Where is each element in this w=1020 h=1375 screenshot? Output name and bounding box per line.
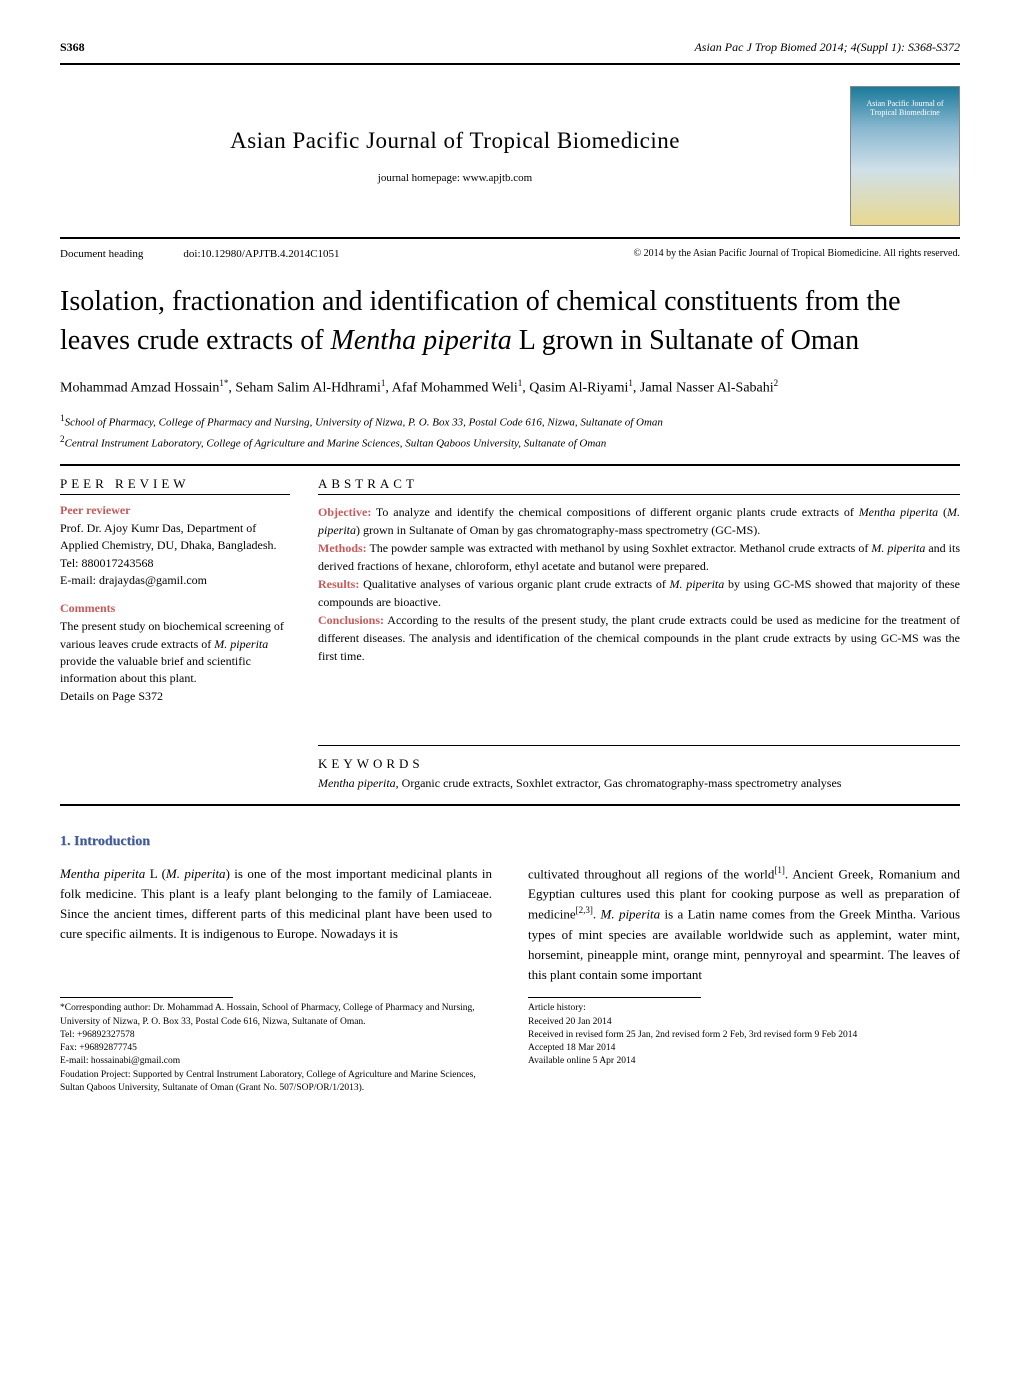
history-received: Received 20 Jan 2014	[528, 1016, 960, 1029]
methods-label: Methods:	[318, 541, 367, 555]
body-col-left: Mentha piperita L (M. piperita) is one o…	[60, 864, 492, 986]
footnote-email: E-mail: hossainabi@gmail.com	[60, 1055, 492, 1068]
journal-title: Asian Pacific Journal of Tropical Biomed…	[60, 128, 850, 154]
keywords-head: KEYWORDS	[318, 754, 960, 772]
running-header: S368 Asian Pac J Trop Biomed 2014; 4(Sup…	[60, 40, 960, 55]
rule	[60, 237, 960, 239]
peer-details: Details on Page S372	[60, 688, 290, 705]
abstract-body: Objective: To analyze and identify the c…	[318, 503, 960, 665]
peer-tel: Tel: 880017243568	[60, 555, 290, 572]
journal-cover-label: Asian Pacific Journal of Tropical Biomed…	[851, 87, 959, 129]
body-text: Mentha piperita L (M. piperita) is one o…	[60, 864, 960, 986]
running-head: Asian Pac J Trop Biomed 2014; 4(Suppl 1)…	[694, 40, 960, 55]
rule	[60, 494, 290, 495]
peer-email: E-mail: drajaydas@gamil.com	[60, 572, 290, 589]
doc-heading-label: Document heading	[60, 248, 143, 260]
rule	[318, 494, 960, 495]
footnote-right: Article history: Received 20 Jan 2014 Re…	[528, 997, 960, 1095]
rule	[528, 997, 701, 998]
rule	[60, 63, 960, 65]
keywords-body: Mentha piperita, Organic crude extracts,…	[318, 774, 960, 792]
peer-review-column: PEER REVIEW Peer reviewer Prof. Dr. Ajoy…	[60, 470, 290, 792]
abstract-head: ABSTRACT	[318, 470, 960, 492]
authors: Mohammad Amzad Hossain1*, Seham Salim Al…	[60, 378, 960, 397]
doi: doi:10.12980/APJTB.4.2014C1051	[183, 248, 339, 260]
article-history-label: Article history:	[528, 1002, 960, 1015]
footnote-fax: Fax: +96892877745	[60, 1042, 492, 1055]
peer-reviewer-body: Prof. Dr. Ajoy Kumr Das, Department of A…	[60, 520, 290, 555]
copyright: © 2014 by the Asian Pacific Journal of T…	[634, 248, 960, 260]
objective-label: Objective:	[318, 505, 371, 519]
rule	[60, 804, 960, 806]
rule	[60, 997, 233, 998]
affiliations: 1School of Pharmacy, College of Pharmacy…	[60, 411, 960, 454]
rule	[60, 464, 960, 466]
history-revised: Received in revised form 25 Jan, 2nd rev…	[528, 1029, 960, 1042]
footnote-tel: Tel: +96892327578	[60, 1029, 492, 1042]
journal-header: Asian Pacific Journal of Tropical Biomed…	[60, 68, 960, 234]
rule	[318, 745, 960, 746]
comments-body: The present study on biochemical screeni…	[60, 618, 290, 688]
peer-reviewer-label: Peer reviewer	[60, 503, 290, 518]
abstract-column: ABSTRACT Objective: To analyze and ident…	[318, 470, 960, 792]
foundation-project: Foudation Project: Supported by Central …	[60, 1069, 492, 1096]
conclusions-label: Conclusions:	[318, 613, 384, 627]
history-accepted: Accepted 18 Mar 2014	[528, 1042, 960, 1055]
body-col-right: cultivated throughout all regions of the…	[528, 864, 960, 986]
page-number: S368	[60, 40, 85, 55]
introduction-head: 1. Introduction	[60, 834, 960, 850]
journal-homepage: journal homepage: www.apjtb.com	[60, 172, 850, 184]
results-label: Results:	[318, 577, 359, 591]
footnotes: *Corresponding author: Dr. Mohammad A. H…	[60, 997, 960, 1095]
peer-review-head: PEER REVIEW	[60, 470, 290, 492]
keywords-section: KEYWORDS Mentha piperita, Organic crude …	[318, 745, 960, 792]
footnote-left: *Corresponding author: Dr. Mohammad A. H…	[60, 997, 492, 1095]
history-online: Available online 5 Apr 2014	[528, 1055, 960, 1068]
journal-cover-image: Asian Pacific Journal of Tropical Biomed…	[850, 86, 960, 226]
comments-label: Comments	[60, 601, 290, 616]
corresponding-author: *Corresponding author: Dr. Mohammad A. H…	[60, 1002, 492, 1029]
article-title: Isolation, fractionation and identificat…	[60, 282, 960, 360]
meta-row: Document heading doi:10.12980/APJTB.4.20…	[60, 242, 960, 266]
